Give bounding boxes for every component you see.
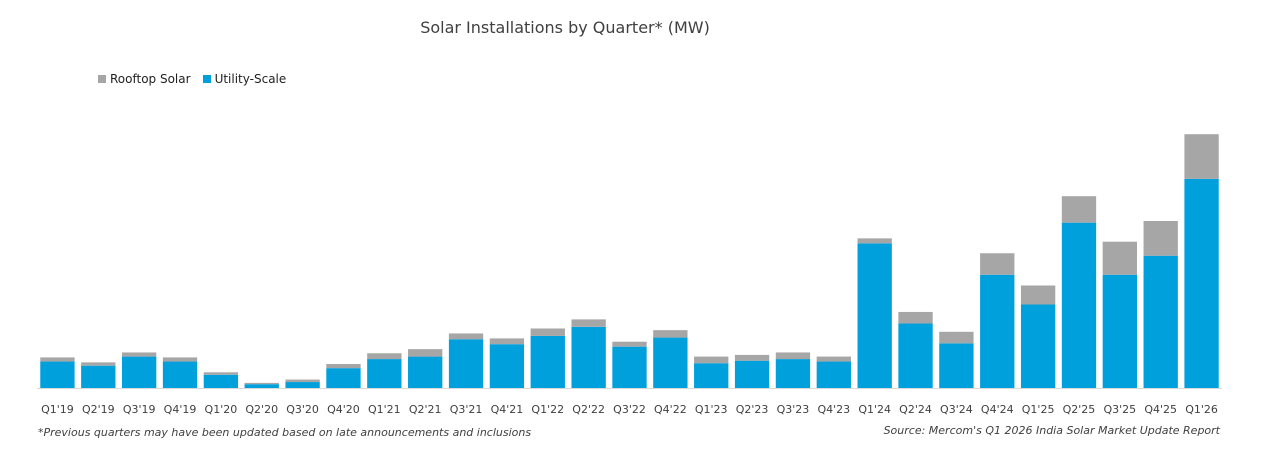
x-tick-label: Q1'23 — [695, 403, 728, 416]
x-tick-label: Q1'22 — [531, 403, 564, 416]
bar-utility-17 — [734, 360, 770, 388]
bar-rooftop-13 — [571, 319, 606, 327]
bar-rooftop-11 — [489, 338, 525, 345]
bar-rooftop-4 — [203, 372, 239, 375]
x-tick-label: Q4'19 — [164, 403, 197, 416]
x-tick-label: Q1'21 — [368, 403, 401, 416]
bar-utility-20 — [857, 243, 892, 388]
bar-utility-26 — [1102, 274, 1137, 388]
bar-rooftop-18 — [775, 352, 811, 360]
bar-utility-24 — [1020, 304, 1056, 388]
bar-utility-6 — [285, 382, 320, 388]
bar-rooftop-1 — [81, 362, 116, 366]
x-tick-label: Q3'23 — [777, 403, 810, 416]
x-tick-label: Q4'20 — [327, 403, 360, 416]
bar-utility-10 — [448, 339, 484, 388]
bar-rooftop-19 — [816, 356, 851, 362]
x-tick-label: Q4'22 — [654, 403, 687, 416]
bar-utility-21 — [898, 323, 933, 388]
bar-rooftop-9 — [408, 349, 443, 357]
bar-rooftop-24 — [1020, 285, 1056, 305]
x-tick-label: Q3'22 — [613, 403, 646, 416]
x-tick-label: Q1'25 — [1022, 403, 1055, 416]
x-tick-label: Q1'20 — [205, 403, 238, 416]
bar-utility-2 — [121, 356, 157, 388]
bar-utility-25 — [1061, 222, 1097, 388]
legend-label-utility: Utility-Scale — [214, 72, 287, 86]
x-tick-label: Q2'20 — [245, 403, 278, 416]
x-tick-label: Q2'21 — [409, 403, 442, 416]
bar-utility-14 — [612, 346, 647, 388]
bar-utility-11 — [489, 344, 525, 388]
x-tick-label: Q2'19 — [82, 403, 115, 416]
bar-rooftop-5 — [244, 382, 279, 385]
x-tick-label: Q3'24 — [940, 403, 973, 416]
bar-rooftop-26 — [1102, 241, 1137, 275]
bar-utility-9 — [408, 356, 443, 388]
source-note: Source: Mercom's Q1 2026 India Solar Mar… — [883, 424, 1220, 437]
bar-utility-8 — [367, 359, 402, 388]
bar-utility-3 — [162, 361, 198, 388]
legend-label-rooftop: Rooftop Solar — [110, 72, 191, 86]
bar-utility-18 — [775, 359, 811, 388]
x-tick-label: Q4'24 — [981, 403, 1014, 416]
bar-utility-15 — [653, 337, 688, 388]
x-tick-label: Q2'23 — [736, 403, 769, 416]
x-tick-label: Q3'25 — [1103, 403, 1136, 416]
legend-swatch-rooftop — [98, 75, 106, 83]
bar-rooftop-22 — [939, 331, 974, 344]
x-tick-label: Q4'23 — [817, 403, 850, 416]
x-tick-label: Q1'24 — [858, 403, 891, 416]
bar-rooftop-14 — [612, 341, 647, 347]
x-tick-label: Q3'19 — [123, 403, 156, 416]
x-tick-label: Q2'24 — [899, 403, 932, 416]
legend-item-utility: Utility-Scale — [202, 72, 287, 86]
bar-rooftop-12 — [530, 328, 565, 336]
bar-rooftop-28 — [1184, 134, 1219, 179]
legend: Rooftop Solar Utility-Scale — [98, 72, 286, 86]
bar-utility-13 — [571, 326, 606, 388]
bar-rooftop-16 — [694, 356, 729, 364]
bar-rooftop-3 — [162, 357, 198, 362]
bar-rooftop-17 — [734, 354, 770, 361]
legend-item-rooftop: Rooftop Solar — [98, 72, 191, 86]
bar-rooftop-2 — [121, 352, 157, 357]
bar-utility-12 — [530, 335, 565, 388]
x-tick-label: Q2'22 — [572, 403, 605, 416]
x-tick-label: Q2'25 — [1063, 403, 1096, 416]
bar-utility-5 — [244, 384, 279, 388]
bar-rooftop-10 — [448, 333, 484, 340]
bar-rooftop-25 — [1061, 196, 1097, 223]
bar-utility-27 — [1143, 255, 1178, 388]
bar-utility-19 — [816, 361, 851, 388]
x-tick-label: Q4'25 — [1144, 403, 1177, 416]
bar-rooftop-0 — [40, 357, 75, 362]
bar-utility-0 — [40, 361, 75, 388]
legend-swatch-utility — [202, 75, 211, 83]
bar-utility-23 — [980, 274, 1015, 388]
bar-rooftop-23 — [980, 253, 1015, 275]
bar-utility-1 — [81, 365, 116, 388]
x-tick-label: Q3'20 — [286, 403, 319, 416]
x-tick-label: Q3'21 — [450, 403, 483, 416]
bar-rooftop-7 — [326, 364, 361, 369]
bar-rooftop-15 — [653, 330, 688, 338]
bar-rooftop-6 — [285, 379, 320, 383]
bar-utility-16 — [694, 363, 729, 388]
x-tick-label: Q1'26 — [1185, 403, 1218, 416]
bar-rooftop-20 — [857, 238, 892, 244]
chart-title: Solar Installations by Quarter* (MW) — [420, 18, 710, 37]
bar-utility-4 — [203, 374, 239, 388]
bar-utility-7 — [326, 368, 361, 388]
bar-rooftop-8 — [367, 353, 402, 360]
bar-rooftop-27 — [1143, 221, 1178, 256]
bar-rooftop-21 — [898, 311, 933, 324]
x-tick-label: Q1'19 — [41, 403, 74, 416]
footnote: *Previous quarters may have been updated… — [38, 426, 532, 439]
bar-utility-28 — [1184, 178, 1219, 388]
bar-utility-22 — [939, 343, 974, 388]
x-tick-label: Q4'21 — [491, 403, 524, 416]
